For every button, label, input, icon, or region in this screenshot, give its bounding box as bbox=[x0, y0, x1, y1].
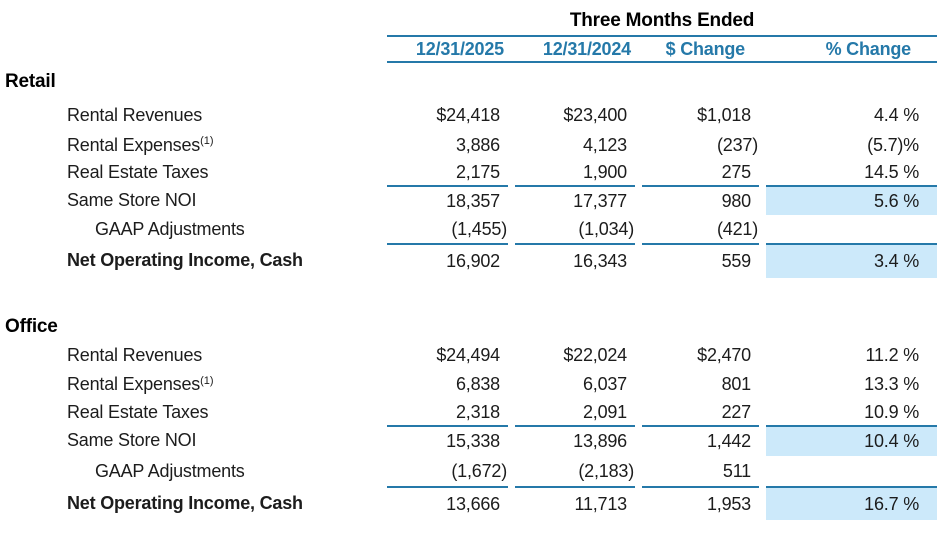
column-header-percent-change: % Change bbox=[825, 38, 912, 59]
column-header-dollar-change: $ Change bbox=[665, 38, 746, 59]
cell-2024: 16,343 bbox=[515, 243, 635, 278]
cell-2024: 6,037 bbox=[582, 374, 627, 394]
cell-dollar-change: 1,953 bbox=[642, 486, 759, 520]
row-label: Rental Expenses (1) bbox=[0, 370, 380, 399]
section-header-office: Office bbox=[5, 316, 58, 337]
table-row-office-rental-revenues: Rental Revenues $24,494 $22,024 $2,470 1… bbox=[0, 340, 937, 370]
cell-percent-change: 4.4 % bbox=[873, 104, 919, 125]
table-row-retail-real-estate-taxes: Real Estate Taxes 2,175 1,900 275 14.5 % bbox=[0, 160, 937, 185]
cell-dollar-change: 275 bbox=[721, 162, 752, 182]
cell-dollar-change: (237) bbox=[716, 134, 758, 155]
cell-dollar-change: 511 bbox=[722, 460, 751, 481]
row-label: Same Store NOI bbox=[67, 189, 197, 210]
cell-percent-change-highlighted: 16.7 % bbox=[766, 486, 937, 520]
cell-2024: (2,183) bbox=[578, 460, 634, 481]
column-headers: 12/31/2025 12/31/2024 $ Change % Change bbox=[387, 37, 937, 63]
table-title-row: Three Months Ended bbox=[0, 0, 937, 37]
cell-2024: $22,024 bbox=[563, 344, 627, 365]
cell-2024: 1,900 bbox=[582, 162, 627, 182]
row-label: GAAP Adjustments bbox=[95, 218, 245, 239]
section-header-retail-row: Retail bbox=[0, 63, 937, 100]
table-row-retail-same-store-noi: Same Store NOI 18,357 17,377 980 5.6 % bbox=[0, 185, 937, 215]
cell-dollar-change: 559 bbox=[642, 243, 759, 278]
cell-percent-change: 14.5 % bbox=[864, 162, 919, 182]
table-row-office-same-store-noi: Same Store NOI 15,338 13,896 1,442 10.4 … bbox=[0, 425, 937, 456]
cell-percent-change-highlighted: 3.4 % bbox=[766, 243, 937, 278]
cell-2025: 15,338 bbox=[387, 425, 508, 456]
cell-2024: (1,034) bbox=[578, 218, 634, 239]
cell-percent-change: (5.7)% bbox=[867, 134, 919, 155]
cell-percent-change-empty bbox=[766, 215, 937, 243]
column-header-row: 12/31/2025 12/31/2024 $ Change % Change bbox=[0, 37, 937, 63]
column-header-12-31-2025: 12/31/2025 bbox=[415, 38, 504, 59]
row-label: Real Estate Taxes bbox=[67, 162, 209, 182]
table-title: Three Months Ended bbox=[387, 0, 937, 37]
footnote-marker: (1) bbox=[200, 135, 214, 147]
cell-2024: $23,400 bbox=[563, 104, 627, 125]
row-label-text: Rental Expenses bbox=[67, 374, 201, 394]
cell-dollar-change: 801 bbox=[721, 374, 752, 394]
cell-dollar-change: 227 bbox=[721, 401, 752, 422]
table-row-office-real-estate-taxes: Real Estate Taxes 2,318 2,091 227 10.9 % bbox=[0, 399, 937, 425]
same-store-noi-table: Three Months Ended 12/31/2025 12/31/2024… bbox=[0, 0, 937, 520]
row-label: GAAP Adjustments bbox=[95, 460, 245, 481]
cell-2025: 6,838 bbox=[455, 374, 500, 394]
cell-2025: 2,175 bbox=[455, 162, 500, 182]
cell-dollar-change: $2,470 bbox=[697, 344, 751, 365]
cell-2025: 18,357 bbox=[387, 185, 508, 215]
cell-2024: 2,091 bbox=[582, 401, 627, 422]
row-label: Net Operating Income, Cash bbox=[67, 492, 303, 513]
table-row-retail-rental-revenues: Rental Revenues $24,418 $23,400 $1,018 4… bbox=[0, 100, 937, 130]
cell-2025: 2,318 bbox=[455, 401, 500, 422]
cell-dollar-change: (421) bbox=[716, 218, 758, 239]
cell-2025: $24,418 bbox=[436, 104, 500, 125]
table-row-retail-net-operating-income-cash: Net Operating Income, Cash 16,902 16,343… bbox=[0, 243, 937, 278]
column-header-12-31-2024: 12/31/2024 bbox=[542, 38, 631, 59]
row-label: Same Store NOI bbox=[67, 430, 197, 450]
cell-2024: 11,713 bbox=[515, 486, 635, 520]
cell-2025: (1,455) bbox=[451, 218, 507, 239]
section-header-office-row: Office bbox=[0, 278, 937, 340]
table-row-office-rental-expenses: Rental Expenses (1) 6,838 6,037 801 13.3 … bbox=[0, 370, 937, 399]
table-row-office-gaap-adjustments: GAAP Adjustments (1,672) (2,183) 511 bbox=[0, 456, 937, 486]
cell-2025: 16,902 bbox=[387, 243, 508, 278]
section-header-retail: Retail bbox=[5, 70, 56, 92]
cell-2025: 13,666 bbox=[387, 486, 508, 520]
cell-dollar-change: $1,018 bbox=[697, 104, 751, 125]
cell-percent-change-highlighted: 5.6 % bbox=[766, 185, 937, 215]
cell-percent-change: 13.3 % bbox=[864, 374, 919, 394]
table-row-office-net-operating-income-cash: Net Operating Income, Cash 13,666 11,713… bbox=[0, 486, 937, 520]
cell-2025: 3,886 bbox=[455, 134, 500, 155]
cell-2024: 4,123 bbox=[582, 134, 627, 155]
cell-2025: (1,672) bbox=[451, 460, 507, 481]
table-row-retail-rental-expenses: Rental Expenses (1) 3,886 4,123 (237) (5.… bbox=[0, 130, 937, 160]
row-label-text: Rental Expenses bbox=[67, 134, 201, 155]
cell-2024: 13,896 bbox=[515, 425, 635, 456]
row-label: Rental Revenues bbox=[67, 344, 203, 365]
cell-dollar-change: 980 bbox=[642, 185, 759, 215]
footnote-marker: (1) bbox=[200, 374, 214, 387]
cell-2024: 17,377 bbox=[515, 185, 635, 215]
cell-percent-change-highlighted: 10.4 % bbox=[766, 425, 937, 456]
cell-2025: $24,494 bbox=[436, 344, 500, 365]
cell-percent-change: 10.9 % bbox=[864, 401, 919, 422]
cell-dollar-change: 1,442 bbox=[642, 425, 759, 456]
row-label: Net Operating Income, Cash bbox=[67, 250, 303, 270]
row-label: Rental Expenses (1) bbox=[0, 130, 380, 160]
row-label: Real Estate Taxes bbox=[67, 401, 209, 422]
cell-percent-change-empty bbox=[766, 456, 937, 486]
cell-percent-change: 11.2 % bbox=[865, 344, 919, 365]
table-row-retail-gaap-adjustments: GAAP Adjustments (1,455) (1,034) (421) bbox=[0, 215, 937, 243]
row-label: Rental Revenues bbox=[67, 104, 203, 125]
